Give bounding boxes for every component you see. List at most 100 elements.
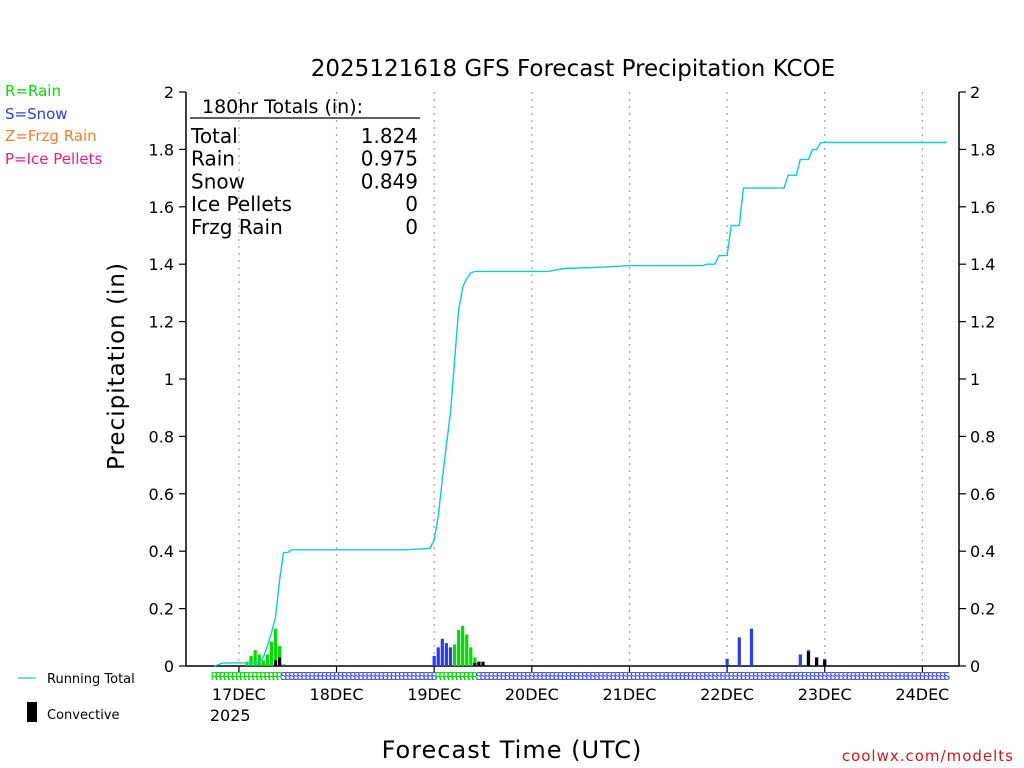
- precip-type-marker: S: [736, 670, 743, 683]
- precip-type-marker: S: [520, 670, 527, 683]
- precip-type-marker: S: [707, 670, 714, 683]
- precip-type-marker: S: [756, 670, 763, 683]
- precip-type-marker: S: [801, 670, 808, 683]
- precip-type-marker: S: [752, 670, 759, 683]
- precip-type-marker: S: [813, 670, 820, 683]
- y-tick-label-left: 2: [164, 83, 174, 102]
- precip-type-marker: S: [561, 670, 568, 683]
- precip-type-marker: S: [659, 670, 666, 683]
- y-tick-label-right: 1.8: [970, 140, 995, 159]
- precip-type-marker: S: [284, 670, 291, 683]
- precip-type-marker: R: [235, 670, 243, 683]
- precip-type-marker: S: [821, 670, 828, 683]
- precip-type-marker: R: [231, 670, 239, 683]
- precip-type-marker: S: [431, 670, 438, 683]
- precip-type-marker: S: [341, 670, 348, 683]
- precip-bar-rain: [473, 657, 477, 666]
- precip-type-marker: R: [259, 670, 267, 683]
- convective-bar: [823, 660, 827, 666]
- convective-bar: [473, 663, 477, 666]
- precip-type-marker: S: [850, 670, 857, 683]
- x-tick-label: 18DEC: [310, 685, 364, 704]
- precip-type-marker: R: [215, 670, 223, 683]
- precip-type-marker: S: [549, 670, 556, 683]
- precip-type-marker: S: [309, 670, 316, 683]
- precip-bar-rain: [253, 650, 257, 666]
- precip-type-marker: S: [638, 670, 645, 683]
- precip-type-marker: R: [268, 670, 276, 683]
- precip-type-marker: S: [325, 670, 332, 683]
- precip-type-marker: S: [793, 670, 800, 683]
- precip-type-marker: S: [663, 670, 670, 683]
- y-tick-label-right: 1.6: [970, 198, 995, 217]
- precip-bar-snow: [432, 655, 436, 666]
- precip-type-marker: R: [438, 670, 446, 683]
- precip-type-marker: S: [842, 670, 849, 683]
- precip-type-marker: R: [455, 670, 463, 683]
- precip-type-marker: S: [589, 670, 596, 683]
- precip-type-marker: S: [715, 670, 722, 683]
- precip-type-marker: S: [838, 670, 845, 683]
- precip-type-marker: S: [935, 670, 942, 683]
- precip-bar-rain: [452, 644, 457, 666]
- precip-type-marker: S: [394, 670, 401, 683]
- precip-type-marker: S: [903, 670, 910, 683]
- precip-type-marker: S: [691, 670, 698, 683]
- y-tick-label-left: 1.4: [149, 255, 174, 274]
- precip-type-marker: S: [622, 670, 629, 683]
- precip-type-marker: S: [687, 670, 694, 683]
- precip-bar-rain: [265, 654, 269, 666]
- y-tick-label-right: 0.4: [970, 542, 995, 561]
- precip-bar-rain: [269, 641, 274, 666]
- precip-type-marker: S: [931, 670, 938, 683]
- precip-type-marker: R: [247, 670, 255, 683]
- precip-type-marker: S: [541, 670, 548, 683]
- precip-type-marker: S: [374, 670, 381, 683]
- precip-type-marker: S: [882, 670, 889, 683]
- precip-type-marker: S: [398, 670, 405, 683]
- precip-type-marker: S: [585, 670, 592, 683]
- precip-type-marker: S: [553, 670, 560, 683]
- precip-type-marker: S: [862, 670, 869, 683]
- precip-type-marker: S: [484, 670, 491, 683]
- precip-type-marker: S: [606, 670, 613, 683]
- precip-type-marker: S: [630, 670, 637, 683]
- precip-type-marker: S: [345, 670, 352, 683]
- plot-area: 0 00.2 0.20.4 0.40.6 0.60.8 0.81 11.2 1.21.4 1.4…: [149, 83, 996, 725]
- convective-legend-swatch: [27, 702, 37, 722]
- precip-bar-rain: [249, 655, 253, 666]
- precip-type-marker: S: [854, 670, 861, 683]
- y-tick-label-left: 1.6: [149, 198, 174, 217]
- precip-type-marker: S: [414, 670, 421, 683]
- precip-type-marker: S: [695, 670, 702, 683]
- precip-type-marker: S: [870, 670, 877, 683]
- precip-bar-rain: [245, 661, 249, 666]
- precip-type-marker: S: [357, 670, 364, 683]
- totals-row-label: Snow: [191, 169, 245, 193]
- precip-type-marker: S: [654, 670, 661, 683]
- precip-type-marker: S: [349, 670, 356, 683]
- precip-type-marker: S: [789, 670, 796, 683]
- precip-type-marker: S: [683, 670, 690, 683]
- totals-row-value: 0.975: [361, 147, 418, 171]
- precip-type-marker: S: [797, 670, 804, 683]
- precip-type-marker: S: [602, 670, 609, 683]
- precip-type-marker: S: [939, 670, 946, 683]
- y-tick-label-left: 0.2: [149, 600, 174, 619]
- y-tick-label-right: 0.6: [970, 485, 995, 504]
- precip-type-marker: S: [536, 670, 543, 683]
- x-axis-label: Forecast Time (UTC): [382, 736, 643, 764]
- precip-type-marker: R: [272, 670, 280, 683]
- precip-type-marker: S: [642, 670, 649, 683]
- precip-type-marker: S: [907, 670, 914, 683]
- precip-bar-snow: [725, 658, 729, 666]
- precip-bar-rain: [469, 647, 473, 666]
- precip-type-marker: S: [512, 670, 519, 683]
- totals-row-label: Ice Pellets: [191, 192, 292, 216]
- precip-bar-rain: [465, 634, 469, 666]
- totals-row-label: Total: [190, 124, 238, 148]
- precip-type-marker: S: [593, 670, 600, 683]
- precip-type-marker: R: [463, 670, 471, 683]
- precip-type-marker: S: [699, 670, 706, 683]
- precip-type-marker: S: [732, 670, 739, 683]
